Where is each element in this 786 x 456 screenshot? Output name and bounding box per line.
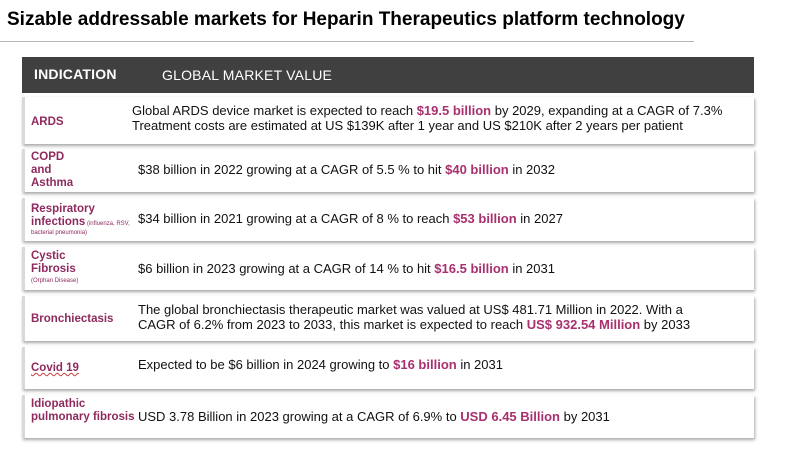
text-segment: $34 billion in 2021 growing at a CAGR of… (138, 211, 454, 226)
label-note: (influenza, RSV, (85, 221, 130, 227)
highlight-value: $19.5 billion (416, 103, 492, 118)
label-note: (Orphan Disease) (31, 278, 79, 284)
title-divider (0, 41, 694, 42)
label-line: infections (31, 216, 86, 228)
text-segment: by 2029, expanding at a CAGR of 7.3% (491, 103, 723, 118)
label-line: Fibrosis (31, 263, 76, 275)
table-row-idiopathic-pulmonary-fibrosis: Idiopathic pulmonary fibrosis USD 3.78 B… (22, 395, 754, 438)
highlight-value: $16.5 billion (434, 261, 509, 276)
text-segment: in 2031 (456, 357, 503, 372)
market-value-text: USD 3.78 Billion in 2023 growing at a CA… (138, 409, 610, 424)
indication-label: Idiopathic pulmonary fibrosis (31, 398, 135, 424)
market-value-text: $34 billion in 2021 growing at a CAGR of… (138, 211, 563, 226)
indication-label: Bronchiectasis (31, 313, 114, 325)
text-segment: $6 billion in 2023 growing at a CAGR of … (138, 261, 435, 276)
label-line: Idiopathic (31, 398, 86, 410)
label-note: bacterial pneumonia) (31, 230, 88, 236)
text-segment: Global ARDS device market is expected to… (132, 103, 417, 118)
market-value-text: $38 billion in 2022 growing at a CAGR of… (138, 162, 555, 177)
highlight-value: US$ 932.54 Million (526, 317, 641, 332)
text-segment: CAGR of 6.2% from 2023 to 2033, this mar… (138, 317, 527, 332)
text-segment: The global bronchiectasis therapeutic ma… (138, 302, 683, 317)
text-segment: in 2031 (508, 261, 555, 276)
header-market-value: GLOBAL MARKET VALUE (162, 67, 333, 83)
label-line: Respiratory (31, 203, 95, 215)
indication-label: Covid 19 (31, 362, 79, 374)
text-segment: in 2027 (516, 211, 563, 226)
label-line: pulmonary fibrosis (31, 411, 135, 423)
highlight-value: USD 6.45 Billion (460, 409, 560, 424)
table-row-ards: ARDS Global ARDS device market is expect… (22, 97, 754, 144)
label-line: and (31, 164, 52, 176)
table-row-bronchiectasis: Bronchiectasis The global bronchiectasis… (22, 296, 754, 341)
indication-label: Respiratory infections (influenza, RSV, … (31, 203, 130, 242)
table-header: INDICATION GLOBAL MARKET VALUE (22, 57, 754, 93)
market-value-text: Expected to be $6 billion in 2024 growin… (138, 357, 503, 372)
text-segment: $38 billion in 2022 growing at a CAGR of… (138, 162, 446, 177)
table-row-covid-19: Covid 19 Expected to be $6 billion in 20… (22, 347, 754, 389)
highlight-value: $16 billion (393, 357, 457, 372)
page-title: Sizable addressable markets for Heparin … (7, 9, 685, 30)
indication-label: ARDS (31, 116, 64, 128)
text-segment: USD 3.78 Billion in 2023 growing at a CA… (138, 409, 461, 424)
text-segment: by 2031 (560, 409, 610, 424)
table-row-cystic-fibrosis: Cystic Fibrosis (Orphan Disease) $6 bill… (22, 247, 754, 290)
text-segment: in 2032 (508, 162, 555, 177)
highlight-value: $40 billion (445, 162, 509, 177)
header-indication: INDICATION (34, 66, 117, 82)
table-row-respiratory-infections: Respiratory infections (influenza, RSV, … (22, 198, 754, 241)
text-segment: Treatment costs are estimated at US $139… (132, 118, 683, 133)
text-segment: Expected to be $6 billion in 2024 growin… (138, 357, 394, 372)
indication-label: Cystic Fibrosis (Orphan Disease) (31, 250, 78, 289)
label-line: COPD (31, 151, 65, 163)
table-row-copd-asthma: COPD and Asthma $38 billion in 2022 grow… (22, 149, 754, 192)
indication-label: COPD and Asthma (31, 151, 73, 190)
market-value-text: Global ARDS device market is expected to… (132, 103, 722, 133)
label-line: Asthma (31, 177, 74, 189)
label-line: Cystic (31, 250, 66, 262)
text-segment: by 2033 (640, 317, 691, 332)
market-value-text: The global bronchiectasis therapeutic ma… (138, 302, 690, 332)
highlight-value: $53 billion (453, 211, 517, 226)
market-value-text: $6 billion in 2023 growing at a CAGR of … (138, 261, 555, 276)
